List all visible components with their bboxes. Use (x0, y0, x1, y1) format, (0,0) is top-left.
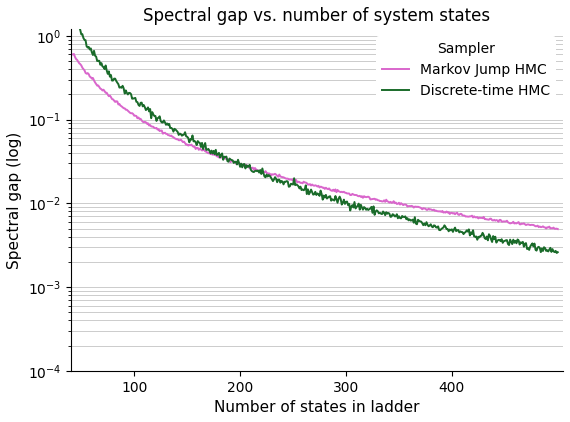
Discrete-time HMC (487, 233, 494, 238)
Markov Jump HMC (423, 207, 430, 212)
Markov Jump HMC (71, 51, 78, 57)
Discrete-time HMC (287, 184, 294, 189)
Discrete-time HMC (555, 250, 561, 255)
Markov Jump HMC (488, 216, 495, 221)
Markov Jump HMC (555, 227, 561, 232)
Markov Jump HMC (451, 212, 458, 217)
Title: Spectral gap vs. number of system states: Spectral gap vs. number of system states (143, 7, 490, 25)
Markov Jump HMC (152, 126, 159, 131)
Markov Jump HMC (507, 221, 514, 226)
Discrete-time HMC (553, 250, 560, 255)
Legend: Markov Jump HMC, Discrete-time HMC: Markov Jump HMC, Discrete-time HMC (376, 36, 556, 103)
Discrete-time HMC (450, 227, 457, 232)
Discrete-time HMC (506, 243, 512, 248)
Discrete-time HMC (422, 223, 429, 228)
Line: Markov Jump HMC: Markov Jump HMC (73, 54, 558, 229)
Line: Discrete-time HMC: Discrete-time HMC (73, 16, 558, 253)
Markov Jump HMC (287, 177, 294, 182)
Discrete-time HMC (70, 14, 76, 19)
Discrete-time HMC (151, 114, 158, 119)
X-axis label: Number of states in ladder: Number of states in ladder (214, 400, 420, 415)
Markov Jump HMC (70, 52, 76, 57)
Y-axis label: Spectral gap (log): Spectral gap (log) (7, 131, 22, 269)
